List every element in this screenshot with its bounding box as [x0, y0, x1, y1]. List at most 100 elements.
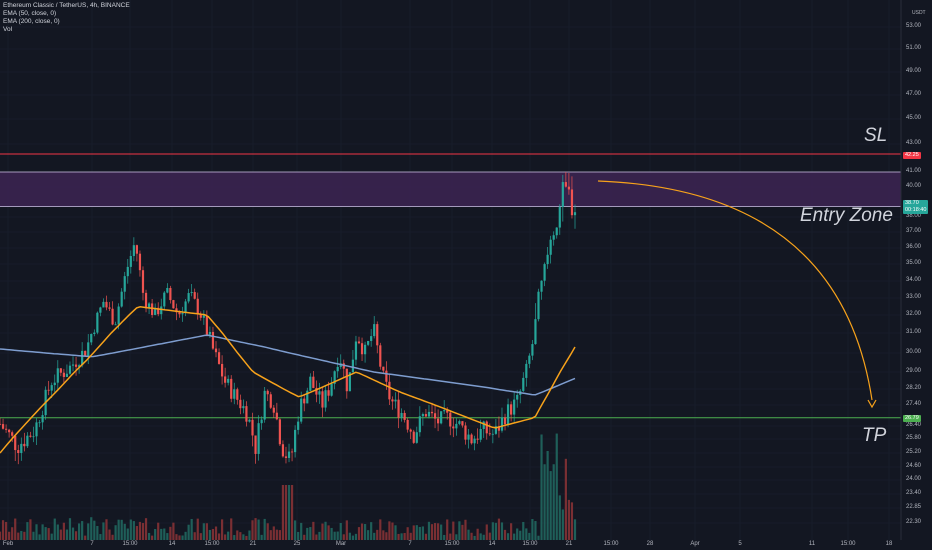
entry-zone-annotation: Entry Zone — [800, 205, 893, 226]
volume-bar — [71, 527, 75, 540]
candle-body — [327, 390, 330, 396]
volume-bar — [208, 529, 212, 540]
candle-body — [297, 421, 300, 430]
candle-body — [516, 394, 519, 400]
candle-body — [482, 421, 485, 430]
candle-body — [360, 343, 364, 355]
candle-body — [315, 387, 318, 395]
y-tick-label: 38.00 — [906, 213, 922, 219]
volume-bar — [446, 519, 449, 540]
candle-body — [373, 324, 376, 337]
volume-bar — [26, 522, 29, 540]
candle-body — [391, 399, 394, 402]
candle-body — [144, 292, 148, 309]
volume-bar — [555, 433, 558, 540]
candle-body — [430, 411, 434, 414]
candle-body — [455, 423, 458, 429]
volume-bar — [297, 531, 300, 540]
volume-bar — [470, 532, 473, 540]
candle-body — [53, 382, 56, 386]
volume-bar — [202, 523, 205, 540]
candlesticks — [0, 171, 577, 465]
candle-body — [41, 415, 44, 423]
volume-bar — [117, 519, 120, 540]
ema200-line — [0, 334, 576, 396]
candle-body — [409, 429, 412, 432]
volume-bar — [318, 531, 321, 540]
volume-bar — [62, 522, 65, 540]
candle-body — [324, 390, 327, 408]
volume-bar — [510, 523, 513, 540]
candle-body — [29, 435, 32, 437]
candle-body — [415, 432, 418, 443]
candle-body — [38, 422, 41, 424]
candle-body — [242, 406, 245, 409]
candle-body — [394, 399, 397, 402]
volume-bar — [415, 525, 418, 540]
candle-body — [266, 390, 269, 395]
candle-body — [169, 287, 172, 301]
volume-bar — [458, 521, 461, 540]
candle-body — [452, 426, 455, 429]
y-tick-label: 27.40 — [906, 401, 922, 407]
volume-bar — [348, 532, 351, 540]
volume-bar — [558, 495, 561, 540]
candle-body — [476, 438, 479, 440]
volume-bar — [1, 520, 5, 540]
candle-body — [166, 287, 169, 293]
candle-body — [181, 313, 184, 315]
candle-body — [184, 301, 187, 314]
candle-body — [354, 341, 358, 360]
x-tick-label: 18 — [885, 541, 893, 547]
y-tick-label: 33.00 — [906, 294, 922, 300]
candle-body — [479, 429, 482, 440]
volume-bar — [257, 519, 260, 540]
volume-bar — [224, 534, 227, 540]
candle-body — [4, 428, 8, 430]
candle-body — [214, 348, 218, 353]
candle-body — [0, 423, 2, 425]
volume-bar — [330, 527, 333, 540]
y-tick-label: 22.30 — [906, 519, 922, 525]
entry-zone — [0, 172, 901, 207]
x-tick-label: 21 — [249, 541, 257, 547]
candle-body — [290, 451, 294, 453]
volume-bar — [184, 531, 187, 540]
volume-bar — [336, 531, 339, 540]
candle-body — [363, 344, 367, 355]
volume-bar — [324, 521, 327, 540]
volume-bar — [96, 525, 99, 540]
volume-bar — [567, 499, 571, 540]
candle-body — [87, 342, 90, 357]
volume-bar — [570, 502, 574, 540]
x-tick-label: Apr — [690, 541, 700, 547]
volume-bar — [4, 521, 8, 540]
candle-body — [105, 301, 108, 308]
volume-bar — [543, 464, 546, 540]
volume-bar — [552, 464, 555, 540]
candle-body — [534, 319, 537, 345]
volume-bar — [360, 523, 364, 540]
volume-bar — [564, 458, 567, 540]
volume-bar — [476, 528, 479, 540]
volume-bar — [260, 534, 263, 540]
candle-body — [467, 434, 470, 440]
candle-body — [567, 186, 571, 190]
candle-body — [68, 365, 72, 374]
volume-bars — [0, 433, 577, 540]
volume-bar — [11, 527, 14, 540]
y-tick-label: 53.00 — [906, 23, 922, 29]
ema200-legend: EMA (200, close, 0) — [3, 18, 60, 25]
candle-body — [74, 364, 78, 367]
candle-body — [367, 340, 370, 345]
volume-bar — [443, 534, 446, 540]
volume-bar — [473, 535, 476, 540]
volume-bar — [123, 523, 126, 540]
volume-bar — [379, 519, 382, 540]
candle-body — [196, 298, 199, 315]
currency-label: USDT — [912, 10, 926, 16]
volume-bar — [382, 530, 385, 540]
volume-bar — [440, 524, 443, 540]
candle-body — [71, 364, 75, 366]
